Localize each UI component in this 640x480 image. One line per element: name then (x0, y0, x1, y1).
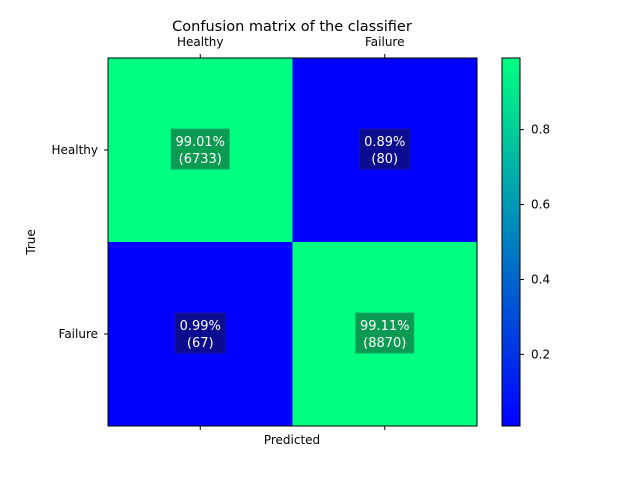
cell-label-box (359, 128, 411, 170)
cell-percent-label: 0.89% (364, 135, 405, 150)
colorbar-tick-label: 0.4 (531, 272, 550, 286)
cell-percent-label: 99.11% (360, 319, 410, 334)
colorbar-tick-label: 0.6 (531, 198, 550, 212)
colorbar (501, 57, 521, 427)
x-tick-label: Healthy (177, 35, 224, 49)
heatmap-cells: 99.01% (6733) 0.89% (80) 0.99% (67) 99.11% (887… (108, 58, 477, 426)
cell-count-label: (67) (187, 336, 214, 351)
cell-percent-label: 0.99% (180, 319, 221, 334)
colorbar-ticks: 0.2 0.4 0.6 0.8 (520, 123, 550, 361)
cell-label-box (355, 312, 415, 354)
y-axis-ticks: Healthy Failure (51, 143, 108, 341)
x-axis-label: Predicted (264, 433, 320, 447)
cell-count-label: (8870) (363, 336, 406, 351)
colorbar-tick-label: 0.8 (531, 123, 550, 137)
plot-frame (107, 57, 478, 427)
y-tick-label: Failure (59, 327, 98, 341)
cell-label-box (174, 312, 226, 354)
cell-count-label: (80) (371, 152, 398, 167)
x-axis-ticks: Healthy Failure (177, 35, 404, 430)
y-tick-label: Healthy (51, 143, 98, 157)
cell-percent-label: 99.01% (175, 135, 225, 150)
x-tick-label: Failure (365, 35, 404, 49)
cell-label-box (170, 128, 230, 170)
chart-title: Confusion matrix of the classifier (172, 19, 412, 35)
cell-count-label: (6733) (179, 152, 222, 167)
colorbar-tick-label: 0.2 (531, 347, 550, 361)
y-axis-label: True (24, 229, 38, 256)
